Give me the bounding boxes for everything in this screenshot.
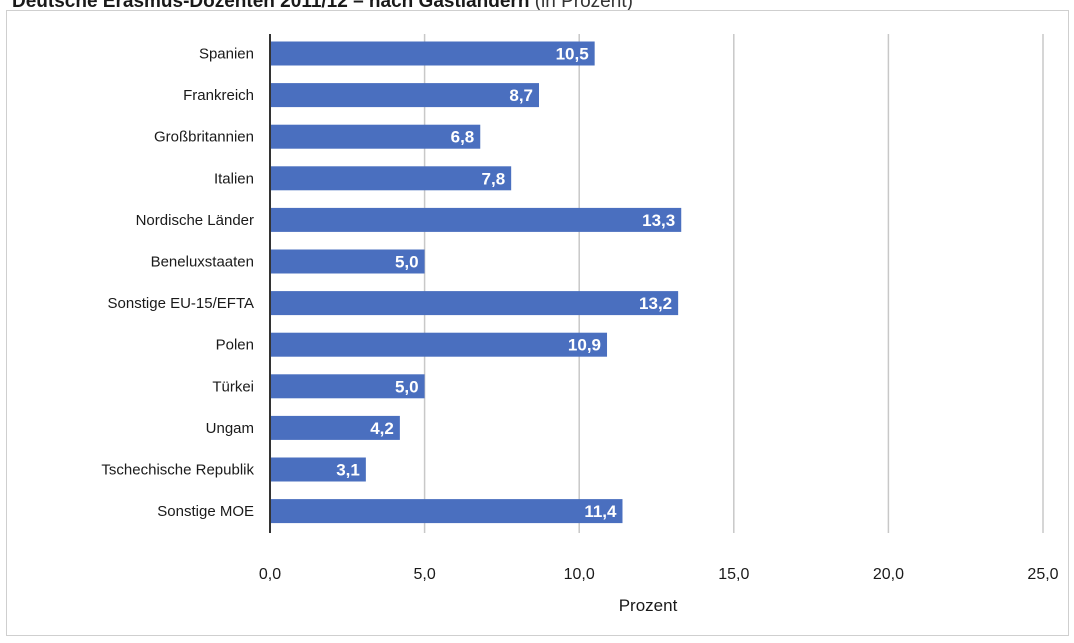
- bar: [270, 415, 400, 440]
- chart-title-unit: (in Prozent): [534, 0, 633, 12]
- x-axis-title: Prozent: [619, 596, 678, 615]
- gridlines: [423, 34, 1044, 533]
- bar-value-label: 3,1: [336, 461, 360, 480]
- bar: [270, 374, 425, 399]
- bar-value-label: 13,3: [642, 211, 675, 230]
- category-label: Italien: [214, 170, 254, 187]
- x-tick-label: 5,0: [413, 566, 435, 583]
- x-tick-label: 20,0: [873, 566, 904, 583]
- x-tick-label: 10,0: [564, 566, 595, 583]
- category-label: Frankreich: [183, 87, 254, 104]
- bar: [270, 457, 366, 482]
- chart-title-main: Deutsche Erasmus-Dozenten 2011/12 – nach…: [12, 0, 530, 12]
- x-tick-label: 0,0: [259, 566, 281, 583]
- bar: [270, 291, 679, 316]
- bar-value-label: 11,4: [584, 502, 617, 521]
- x-tick-label: 15,0: [718, 566, 749, 583]
- category-label: Großbritannien: [154, 129, 254, 146]
- bar: [270, 83, 540, 108]
- bar-value-label: 7,8: [482, 169, 506, 188]
- category-label: Spanien: [199, 46, 254, 63]
- bar-value-label: 8,7: [509, 86, 533, 105]
- category-label: Nordische Länder: [136, 212, 254, 229]
- category-label: Tschechische Republik: [101, 462, 254, 479]
- category-label: Ungam: [206, 420, 254, 437]
- bar-value-label: 10,9: [568, 336, 601, 355]
- bars: 10,5 8,7 6,8 7,8 13,3 5,0 13,2 10,9 5,0 4,2 3,1 11,…: [270, 41, 682, 524]
- bar: [270, 166, 512, 191]
- chart-title: Deutsche Erasmus-Dozenten 2011/12 – nach…: [12, 0, 633, 13]
- bar-value-label: 10,5: [556, 45, 589, 64]
- category-label: Polen: [216, 337, 254, 354]
- bar-value-label: 5,0: [395, 377, 419, 396]
- bar-value-label: 5,0: [395, 253, 419, 272]
- category-label: Sonstige MOE: [157, 503, 254, 520]
- category-label: Sonstige EU-15/EFTA: [108, 295, 254, 312]
- bar-value-label: 4,2: [370, 419, 394, 438]
- x-tick-label: 25,0: [1027, 566, 1058, 583]
- category-label: Beneluxstaaten: [151, 254, 254, 271]
- bar: [270, 41, 595, 66]
- bar: [270, 124, 481, 149]
- category-labels: Spanien Frankreich Großbritannien Italien No…: [101, 46, 254, 521]
- bar: [270, 499, 623, 524]
- chart-frame: [6, 10, 1069, 636]
- bar: [270, 332, 608, 357]
- bar: [270, 207, 682, 232]
- category-label: Türkei: [212, 378, 254, 395]
- bar-value-label: 13,2: [639, 294, 672, 313]
- x-tick-labels: 0,0 5,0 10,0 15,0 20,0 25,0: [259, 566, 1059, 583]
- bar: [270, 249, 425, 274]
- bar-value-label: 6,8: [451, 128, 475, 147]
